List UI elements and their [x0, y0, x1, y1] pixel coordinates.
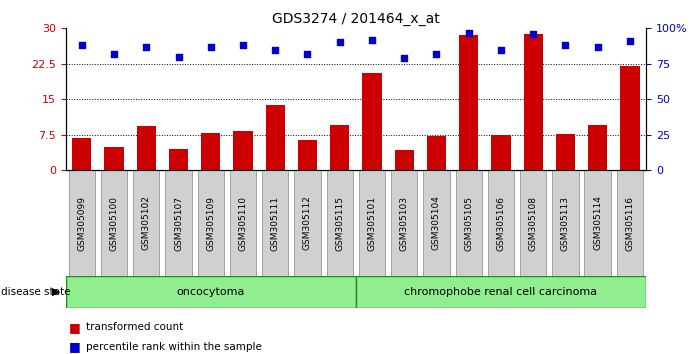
Bar [169, 149, 188, 170]
Text: GSM305102: GSM305102 [142, 195, 151, 251]
Point [399, 55, 410, 61]
Text: GSM305115: GSM305115 [335, 195, 344, 251]
Bar [362, 73, 381, 170]
Bar [234, 131, 253, 170]
Bar [427, 136, 446, 170]
Point [495, 47, 507, 52]
Bar [198, 170, 224, 276]
Text: GSM305101: GSM305101 [368, 195, 377, 251]
Text: GSM305103: GSM305103 [399, 195, 409, 251]
Text: percentile rank within the sample: percentile rank within the sample [86, 342, 263, 352]
Point [334, 40, 346, 45]
Text: ▶: ▶ [53, 287, 61, 297]
Bar [524, 34, 543, 170]
Bar [491, 136, 511, 170]
Point [463, 30, 474, 35]
Point [238, 42, 249, 48]
Bar [298, 140, 317, 170]
Text: GSM305114: GSM305114 [593, 195, 603, 251]
Text: GSM305105: GSM305105 [464, 195, 473, 251]
Text: GSM305107: GSM305107 [174, 195, 183, 251]
Bar [101, 170, 127, 276]
Text: chromophobe renal cell carcinoma: chromophobe renal cell carcinoma [404, 287, 598, 297]
Bar [359, 170, 385, 276]
Text: GSM305113: GSM305113 [561, 195, 570, 251]
Bar [330, 125, 350, 170]
Text: GSM305108: GSM305108 [529, 195, 538, 251]
Bar [552, 170, 578, 276]
Point [366, 37, 377, 42]
Point [76, 42, 87, 48]
Bar [104, 147, 124, 170]
Point [205, 44, 216, 50]
Bar [424, 170, 450, 276]
Text: ■: ■ [69, 341, 81, 353]
Text: GSM305112: GSM305112 [303, 195, 312, 251]
Bar [327, 170, 353, 276]
Text: GSM305106: GSM305106 [496, 195, 506, 251]
Point [431, 51, 442, 57]
Bar [585, 170, 611, 276]
Text: GSM305111: GSM305111 [271, 195, 280, 251]
Bar [66, 276, 356, 308]
Point [269, 47, 281, 52]
Text: GSM305109: GSM305109 [206, 195, 216, 251]
Point [560, 42, 571, 48]
Bar [488, 170, 514, 276]
Bar [262, 170, 288, 276]
Bar [556, 133, 575, 170]
Point [302, 51, 313, 57]
Point [108, 51, 120, 57]
Bar [137, 126, 156, 170]
Text: ■: ■ [69, 321, 81, 334]
Text: disease state: disease state [1, 287, 70, 297]
Bar [68, 170, 95, 276]
Point [173, 54, 184, 59]
Text: transformed count: transformed count [86, 322, 184, 332]
Point [141, 44, 152, 50]
Bar [459, 35, 478, 170]
Bar [395, 150, 414, 170]
Bar [588, 125, 607, 170]
Bar [133, 170, 160, 276]
Bar [455, 170, 482, 276]
Point [625, 38, 636, 44]
Bar [230, 170, 256, 276]
Text: oncocytoma: oncocytoma [177, 287, 245, 297]
Bar [201, 133, 220, 170]
Text: GSM305110: GSM305110 [238, 195, 247, 251]
Bar [356, 276, 646, 308]
Point [528, 31, 539, 37]
Bar [265, 105, 285, 170]
Text: GSM305104: GSM305104 [432, 195, 441, 251]
Text: GSM305099: GSM305099 [77, 195, 86, 251]
Bar [520, 170, 547, 276]
Title: GDS3274 / 201464_x_at: GDS3274 / 201464_x_at [272, 12, 439, 26]
Bar [391, 170, 417, 276]
Text: GSM305100: GSM305100 [109, 195, 119, 251]
Bar [165, 170, 191, 276]
Bar [621, 66, 640, 170]
Bar [617, 170, 643, 276]
Text: GSM305116: GSM305116 [625, 195, 634, 251]
Point [592, 44, 603, 50]
Bar [72, 138, 91, 170]
Bar [294, 170, 321, 276]
